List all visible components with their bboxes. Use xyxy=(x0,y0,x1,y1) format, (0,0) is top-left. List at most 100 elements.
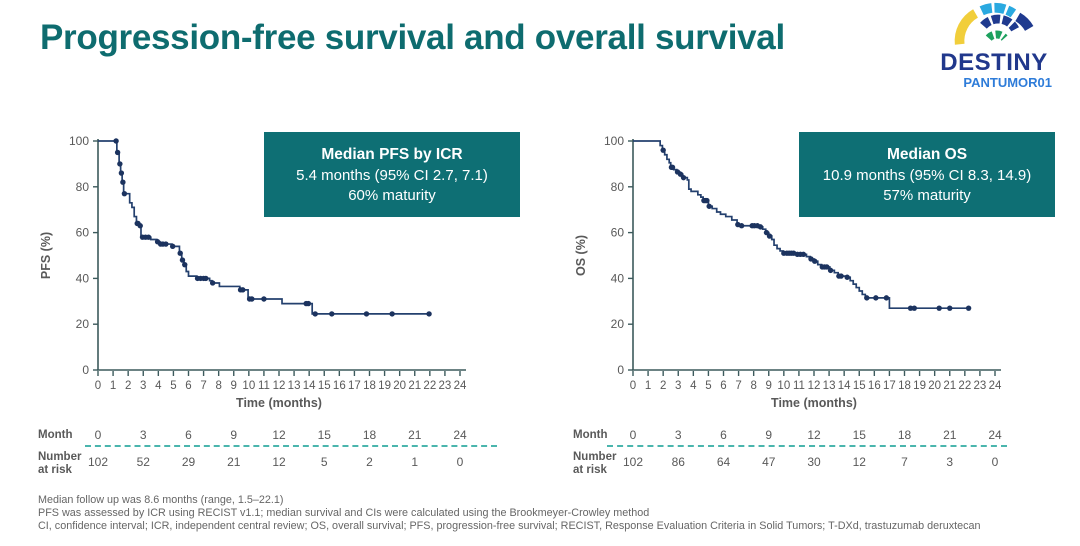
censor-mark xyxy=(766,233,773,239)
censor-mark xyxy=(209,280,216,286)
x-tick-label: 20 xyxy=(928,380,941,392)
risk-count-value: 102 xyxy=(622,455,644,469)
censor-mark xyxy=(669,164,676,171)
censor-mark xyxy=(680,174,687,181)
censor-mark xyxy=(824,264,830,270)
risk-month-value: 3 xyxy=(674,428,682,442)
censor-mark xyxy=(738,223,745,229)
risk-count-value: 0 xyxy=(991,455,999,469)
censor-mark xyxy=(704,197,710,204)
censor-mark xyxy=(169,243,176,250)
x-tick-label: 21 xyxy=(943,380,956,392)
risk-month-value: 3 xyxy=(139,428,147,442)
y-tick-label: 60 xyxy=(611,226,625,240)
risk-month-value: 18 xyxy=(897,428,912,442)
y-tick-label: 80 xyxy=(76,180,90,194)
risk-count-value: 21 xyxy=(227,455,241,469)
median-box-maturity: 60% maturity xyxy=(348,186,436,204)
median-box-title: Median OS xyxy=(886,145,968,163)
risk-month-label: Month xyxy=(573,429,608,441)
risk-month-value: 21 xyxy=(943,428,957,442)
censor-mark xyxy=(163,241,169,247)
x-tick-label: 4 xyxy=(155,380,162,392)
x-tick-label: 0 xyxy=(630,380,636,392)
median-box-value: 5.4 months (95% CI 2.7, 7.1) xyxy=(296,166,488,184)
y-tick-label: 40 xyxy=(611,271,625,285)
x-tick-label: 23 xyxy=(974,380,987,392)
censor-mark xyxy=(911,305,918,311)
x-tick-label: 6 xyxy=(720,380,726,392)
censor-mark xyxy=(827,267,834,274)
censor-mark xyxy=(312,311,318,317)
x-tick-label: 9 xyxy=(231,380,237,392)
x-axis-label: Time (months) xyxy=(236,396,322,410)
censor-mark xyxy=(305,300,312,307)
risk-month-value: 0 xyxy=(94,428,102,442)
risk-count-value: 12 xyxy=(852,455,866,469)
logo-subname: PANTUMOR01 xyxy=(963,75,1052,90)
censor-mark xyxy=(757,224,764,230)
censor-mark xyxy=(261,296,267,302)
censor-mark xyxy=(113,138,119,144)
censor-mark xyxy=(121,190,128,197)
x-tick-label: 8 xyxy=(750,380,756,392)
x-tick-label: 24 xyxy=(989,380,1002,392)
x-tick-label: 1 xyxy=(645,380,651,392)
y-tick-label: 60 xyxy=(76,226,90,240)
censor-mark xyxy=(883,295,890,301)
risk-month-value: 15 xyxy=(317,428,331,442)
risk-count-value: 30 xyxy=(807,455,821,469)
y-tick-label: 20 xyxy=(611,317,625,331)
censor-mark xyxy=(800,251,807,258)
x-tick-label: 10 xyxy=(777,380,790,392)
censor-mark xyxy=(838,273,844,279)
risk-count-value: 2 xyxy=(366,455,373,469)
risk-month-value: 24 xyxy=(988,428,1002,442)
censor-mark xyxy=(660,147,666,153)
censor-mark xyxy=(706,203,712,209)
y-tick-label: 100 xyxy=(69,134,89,148)
censor-mark xyxy=(947,305,953,311)
x-tick-label: 2 xyxy=(660,380,666,392)
censor-mark xyxy=(389,311,395,317)
y-tick-label: 0 xyxy=(82,363,89,377)
censor-mark xyxy=(864,295,870,301)
censor-mark xyxy=(117,161,123,167)
os-risk-table: Month Number at risk 0 3 6 9 12 15 18 21 24 102 8… xyxy=(565,426,1055,484)
censor-mark xyxy=(936,305,942,311)
x-tick-label: 6 xyxy=(185,380,191,392)
risk-month-value: 9 xyxy=(230,428,238,442)
censor-mark xyxy=(329,311,335,317)
x-tick-label: 12 xyxy=(808,380,821,392)
x-tick-label: 18 xyxy=(363,380,376,392)
x-tick-label: 2 xyxy=(125,380,131,392)
x-tick-label: 0 xyxy=(95,380,101,392)
risk-month-value: 12 xyxy=(807,428,821,442)
risk-number-label: Number at risk xyxy=(573,451,617,476)
censor-mark xyxy=(120,179,126,185)
risk-month-value: 15 xyxy=(852,428,866,442)
x-tick-label: 22 xyxy=(423,380,436,392)
censor-mark xyxy=(426,311,432,317)
censor-mark xyxy=(203,275,209,282)
censor-mark xyxy=(179,257,186,263)
dashed-separator xyxy=(85,445,497,447)
risk-month-value: 12 xyxy=(272,428,286,442)
x-tick-label: 5 xyxy=(170,380,176,392)
y-tick-label: 0 xyxy=(617,363,624,377)
risk-month-value: 6 xyxy=(720,428,727,442)
y-tick-label: 100 xyxy=(604,134,624,148)
x-tick-label: 22 xyxy=(958,380,971,392)
footnotes: Median follow up was 8.6 months (range, … xyxy=(38,494,981,533)
censor-mark xyxy=(812,258,818,264)
x-tick-label: 9 xyxy=(766,380,772,392)
destiny-pantumor01-logo: DESTINY PANTUMOR01 xyxy=(928,2,1060,91)
risk-count-value: 12 xyxy=(272,455,286,469)
risk-count-value: 1 xyxy=(411,455,419,469)
x-tick-label: 21 xyxy=(408,380,421,392)
pfs-risk-table: Month Number at risk 0 3 6 9 12 15 18 21 24 102 5… xyxy=(30,426,520,484)
censor-mark xyxy=(965,305,972,311)
